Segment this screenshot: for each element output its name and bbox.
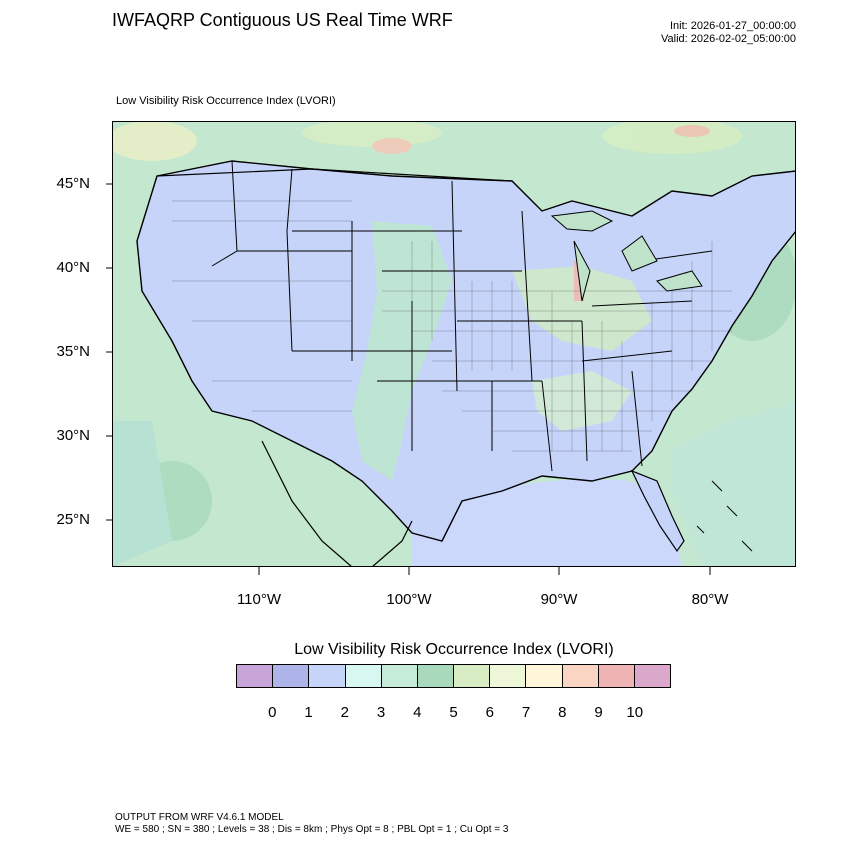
footer-config: WE = 580 ; SN = 380 ; Levels = 38 ; Dis … [115,824,509,835]
legend-swatch [309,665,346,687]
legend-swatch [598,665,635,687]
lon-label-90w: 90°W [540,591,578,608]
florida [630,469,685,553]
great-lakes [550,210,703,302]
lat-label-25: 25°N [56,511,90,528]
lon-label-110w: 110°W [236,591,282,608]
legend-swatch [634,665,671,687]
gulf-of-mexico [412,479,682,567]
legend-tick-label: 6 [485,704,494,721]
canada-border [156,168,513,182]
legend-tick-label: 2 [340,704,349,721]
bahamas-islands [696,480,753,552]
lat-label-40: 40°N [56,259,90,276]
state-boundaries [211,160,713,472]
county-lines [172,200,732,452]
legend-tick-label: 8 [558,704,567,721]
lat-label-30: 30°N [56,427,90,444]
legend-swatch [417,665,455,687]
footer-model: OUTPUT FROM WRF V4.6.1 MODEL [115,812,284,823]
legend-tick-label: 9 [594,704,603,721]
map-border [112,121,796,567]
legend-swatch [345,665,382,687]
legend-tick-label: 0 [268,704,277,721]
plot-title: Low Visibility Risk Occurrence Index (LV… [116,95,336,107]
legend-swatch [490,665,527,687]
legend-tick-label: 3 [376,704,386,721]
pacific-ocean [112,421,172,567]
southeast-band [532,371,632,431]
legend-swatch [273,665,310,687]
legend-tick-label: 10 [626,704,644,721]
legend-swatch [454,665,491,687]
map-panel [112,121,796,567]
legend-swatch [526,665,563,687]
legend-tick-label: 1 [304,704,313,721]
valid-time: Valid: 2026-02-02_05:00:00 [661,33,796,45]
lat-ticks [106,183,112,521]
init-time: Init: 2026-01-27_00:00:00 [670,20,796,32]
lon-label-100w: 100°W [386,591,432,608]
lon-ticks [258,567,711,575]
lon-label-80w: 80°W [691,591,729,608]
legend-tick-label: 5 [449,704,458,721]
legend-colorbar [236,664,671,688]
legend-swatch [381,665,418,687]
legend-tick-label: 7 [521,704,531,721]
lat-label-45: 45°N [56,175,90,192]
legend-swatch [237,665,274,687]
legend-swatch [562,665,599,687]
legend-tick-label: 4 [413,704,422,721]
main-title: IWFAQRP Contiguous US Real Time WRF [112,10,453,30]
atlantic-ocean [672,401,796,567]
mexico-coast [261,440,413,567]
midwest-band [512,266,652,351]
legend-title: Low Visibility Risk Occurrence Index (LV… [294,641,614,658]
lat-label-35: 35°N [56,343,90,360]
